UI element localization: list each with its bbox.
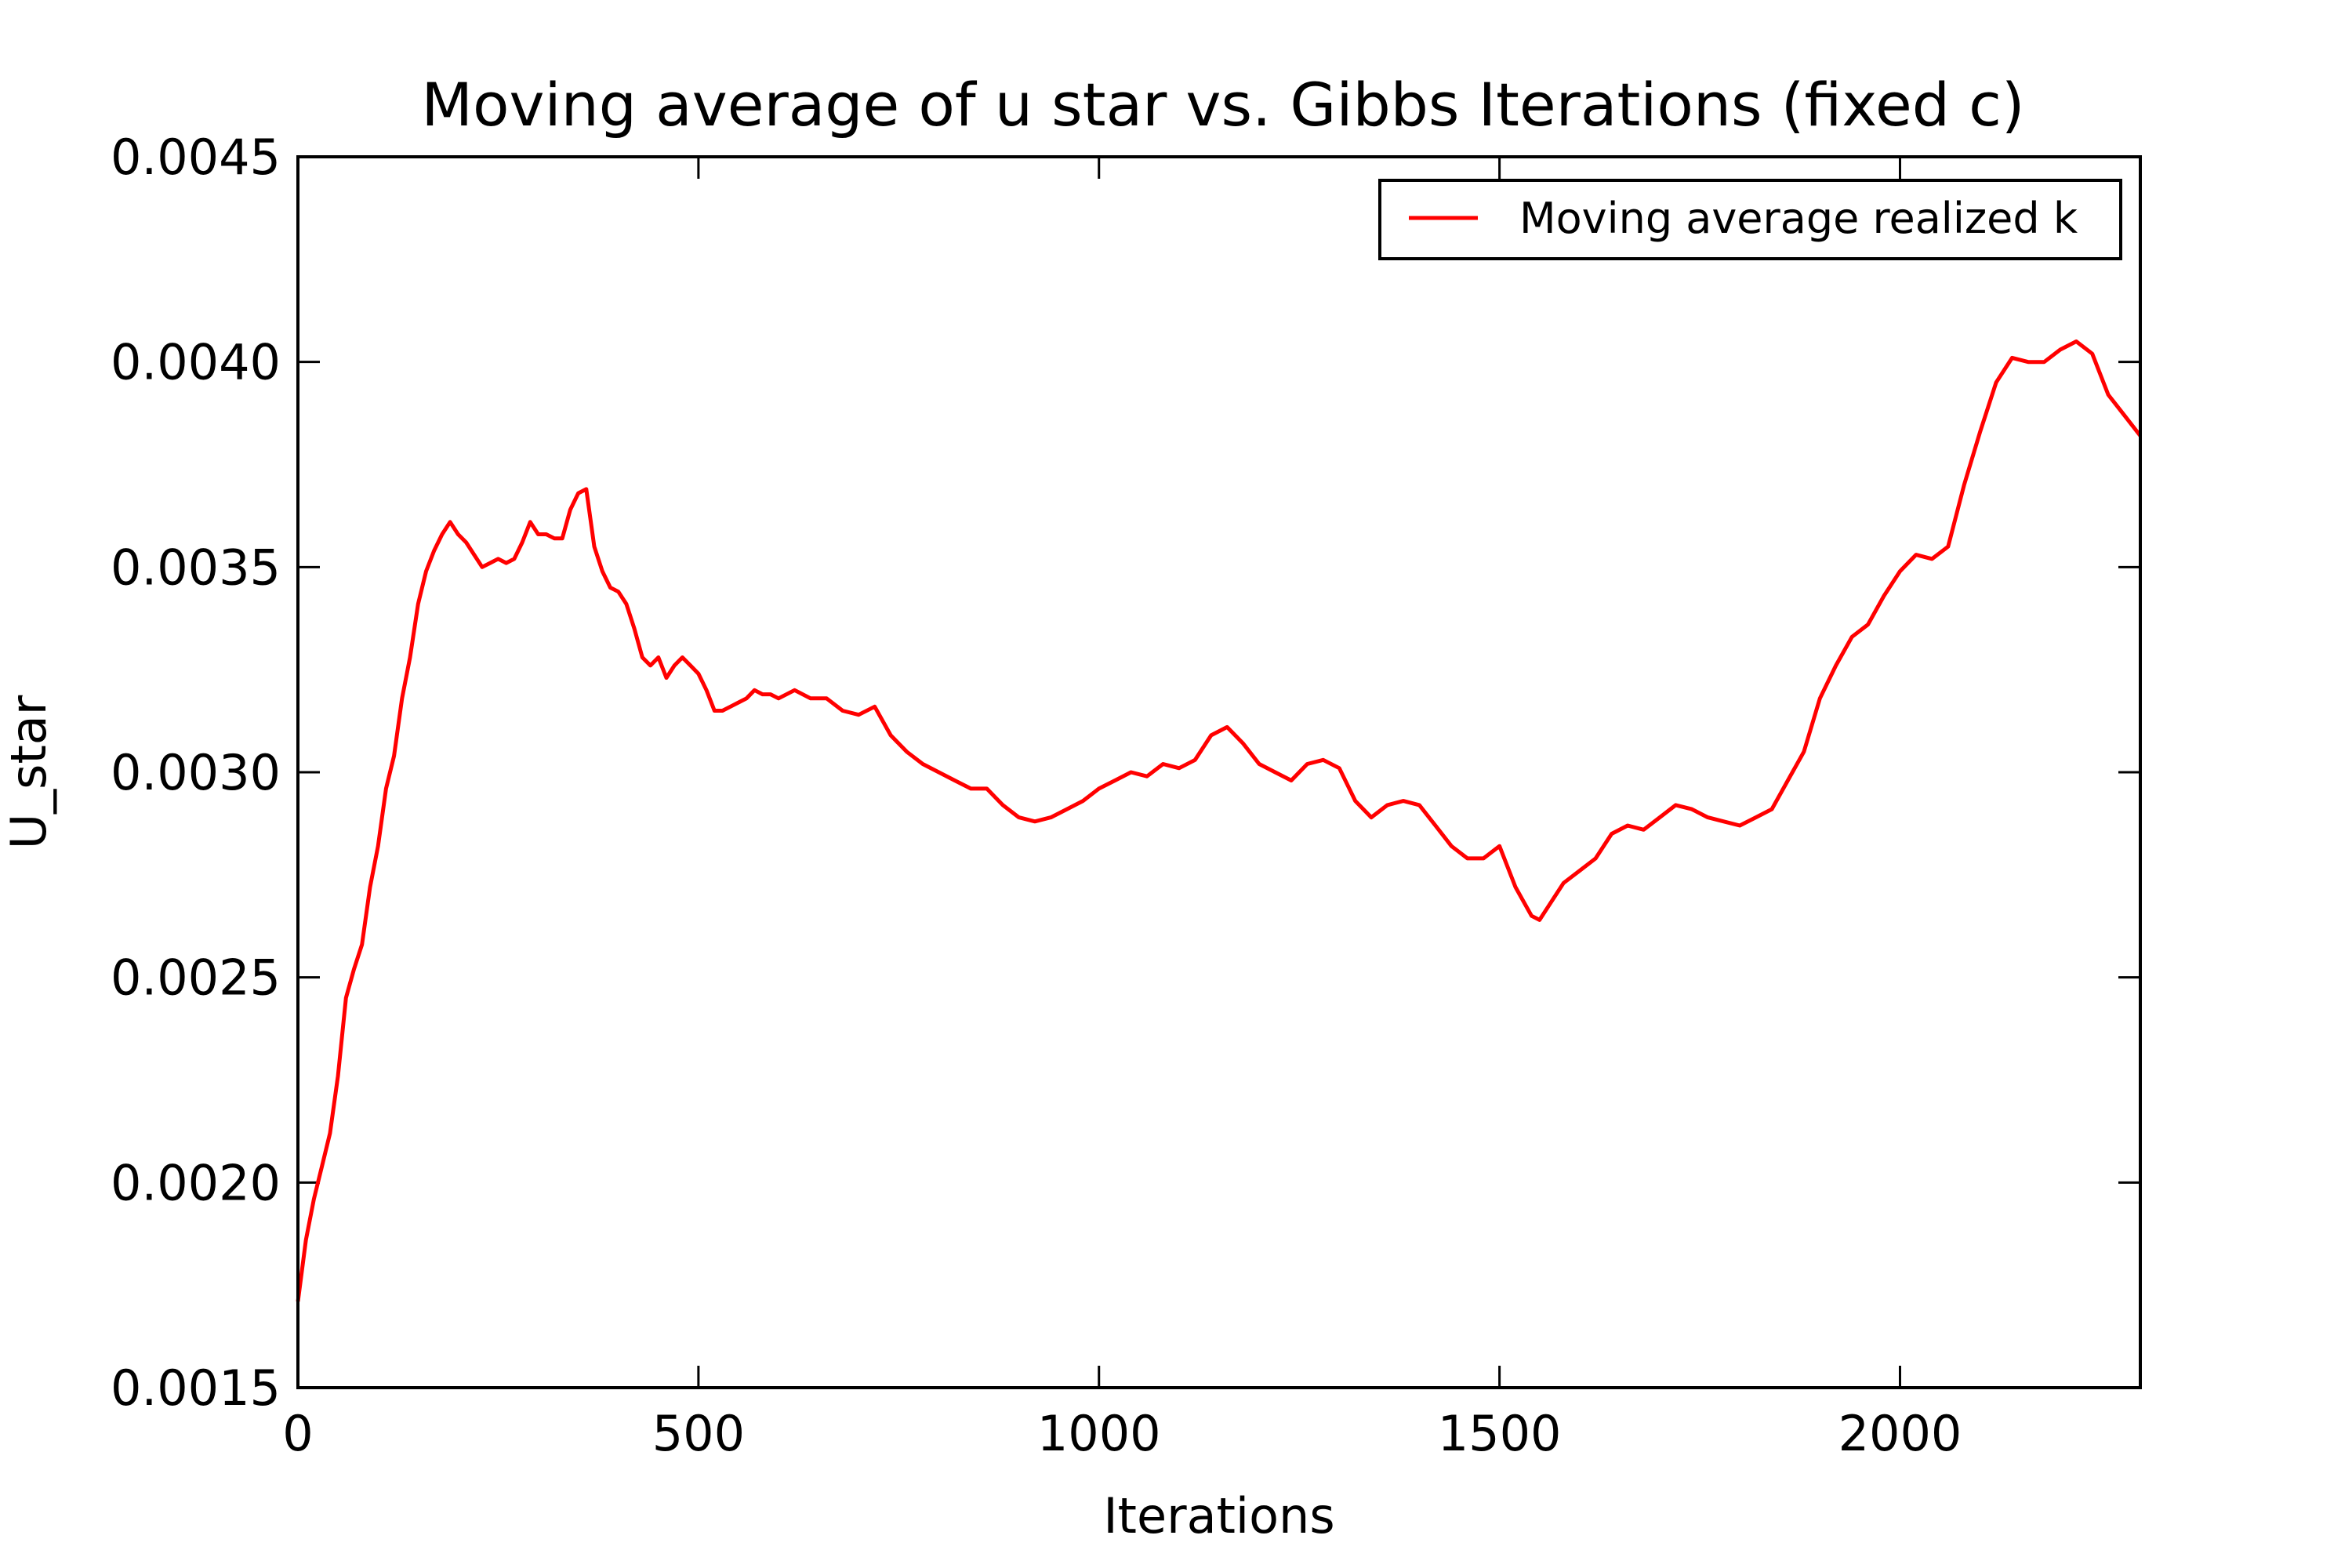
legend: Moving average realized k — [1378, 179, 2122, 260]
legend-label: Moving average realized k — [1519, 194, 2078, 243]
series-line-moving-average — [296, 339, 2142, 1302]
y-tick-label: 0.0015 — [111, 1359, 281, 1417]
x-axis: 0 500 1000 1500 2000 — [282, 157, 1962, 1462]
plot-frame — [296, 155, 2142, 1389]
y-axis-label: U_star — [0, 695, 57, 849]
chart-title: Moving average of u star vs. Gibbs Itera… — [421, 70, 2024, 140]
legend-frame — [1378, 179, 2122, 260]
y-axis: 0.0015 0.0020 0.0025 0.0030 0.0035 0.0040 0.00… — [111, 129, 2140, 1417]
x-tick-label: 1000 — [1037, 1405, 1161, 1462]
x-tick-label: 2000 — [1838, 1405, 1962, 1462]
y-tick-label: 0.0040 — [111, 334, 281, 391]
x-axis-label: Iterations — [1103, 1487, 1334, 1544]
y-tick-label: 0.0030 — [111, 744, 281, 801]
y-tick-label: 0.0035 — [111, 539, 281, 596]
x-tick-label: 0 — [282, 1405, 313, 1462]
y-tick-label: 0.0020 — [111, 1154, 281, 1211]
y-tick-label: 0.0045 — [111, 129, 281, 186]
x-tick-label: 1500 — [1438, 1405, 1562, 1462]
x-tick-label: 500 — [652, 1405, 745, 1462]
y-tick-label: 0.0025 — [111, 949, 281, 1007]
